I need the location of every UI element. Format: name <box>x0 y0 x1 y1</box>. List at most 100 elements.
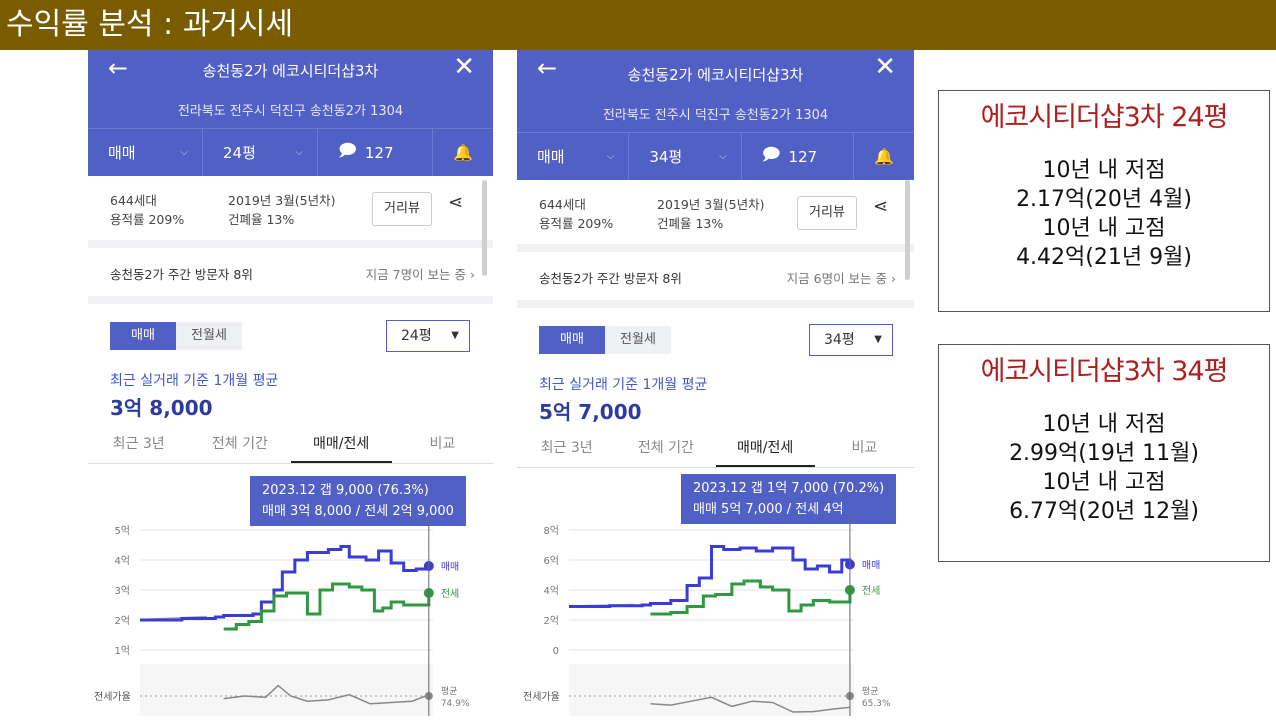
rent-series-line <box>223 582 431 631</box>
slide-title: 수익률 분석 : 과거시세 <box>0 0 1276 50</box>
phone-screen-24: ← 송천동2가 에코시티더샵3차 ✕ 전라북도 전주시 덕진구 송천동2가 13… <box>88 50 493 720</box>
viewing-now: 지금 7명이 보는 중 <box>365 267 467 282</box>
tab-all-period[interactable]: 전체 기간 <box>637 440 694 456</box>
close-icon[interactable]: ✕ <box>453 52 475 82</box>
built-date: 2019년 3월(5년차) <box>228 193 336 208</box>
visit-rank: 송천동2가 주간 방문자 8위 <box>539 271 682 286</box>
legend-rent: 전세 <box>441 588 459 600</box>
app-header: ← 송천동2가 에코시티더샵3차 ✕ 전라북도 전주시 덕진구 송천동2가 13… <box>88 50 493 176</box>
high-value: 6.77억(20년 12월) <box>1009 499 1199 524</box>
low-label: 10년 내 저점 <box>1042 158 1166 183</box>
size-label: 24평 <box>223 144 256 162</box>
size-dropdown[interactable]: 24평 ▼ <box>386 320 470 352</box>
deal-type-toggle: 매매 전월세 <box>110 322 242 350</box>
divider <box>517 244 914 252</box>
tab-all-period[interactable]: 전체 기간 <box>211 436 268 452</box>
street-view-button[interactable]: 거리뷰 <box>797 196 857 230</box>
avg-value: 3억 8,000 <box>110 396 213 420</box>
tab-buy-rent[interactable]: 매매/전세 <box>715 432 815 467</box>
avg-label: 최근 실거래 기준 1개월 평균 <box>539 377 708 393</box>
low-label: 10년 내 저점 <box>1042 412 1166 437</box>
ratio-series-line <box>650 696 851 713</box>
size-dropdown[interactable]: 34평 ▼ <box>809 324 893 356</box>
price-chart[interactable]: 02억4억6억8억전세가율201820202022매매전세평균65.3% <box>517 520 914 720</box>
comments-button[interactable]: 🗩 127 <box>318 129 433 176</box>
apt-title: 송천동2가 에코시티더샵3차 <box>627 66 804 84</box>
trade-type-select[interactable]: 매매 ⌵ <box>517 133 630 180</box>
visitor-row[interactable]: 송천동2가 주간 방문자 8위 지금 7명이 보는 중 › <box>88 248 493 296</box>
tab-compare[interactable]: 비교 <box>429 436 456 452</box>
tab-compare[interactable]: 비교 <box>851 440 878 456</box>
comment-icon: 🗩 <box>338 141 357 161</box>
notification-button[interactable]: 🔔 <box>854 133 914 180</box>
summary-card-34: 에코시티더샵3차 34평 10년 내 저점 2.99억(19년 11월) 10년… <box>938 344 1270 562</box>
complex-info: 644세대 용적률 209% 2019년 3월(5년차) 건폐율 13% 거리뷰 ⋖ <box>88 176 493 240</box>
size-label: 34평 <box>649 148 683 166</box>
notification-button[interactable]: 🔔 <box>433 129 493 176</box>
apt-title: 송천동2가 에코시티더샵3차 <box>202 62 379 80</box>
size-select[interactable]: 24평 ⌵ <box>203 129 318 176</box>
y-tick-label: 6억 <box>543 555 559 567</box>
seg-rent[interactable]: 전월세 <box>176 322 242 350</box>
back-arrow-icon[interactable]: ← <box>537 54 558 82</box>
trade-type-select[interactable]: 매매 ⌵ <box>88 129 203 176</box>
comments-button[interactable]: 🗩 127 <box>742 133 854 180</box>
seg-rent[interactable]: 전월세 <box>605 326 671 354</box>
high-label: 10년 내 고점 <box>1042 216 1166 241</box>
low-value: 2.99억(19년 11월) <box>1009 441 1199 466</box>
share-icon[interactable]: ⋖ <box>448 192 464 213</box>
ratio-series-line <box>223 684 430 705</box>
seg-buy[interactable]: 매매 <box>110 322 176 350</box>
floor-area-ratio: 용적률 209% <box>110 212 185 227</box>
rent-series-line <box>650 579 852 616</box>
bell-icon: 🔔 <box>874 147 894 166</box>
tab-recent-3y[interactable]: 최근 3년 <box>540 440 593 456</box>
tooltip-gap: 2023.12 갭 9,000 (76.3%) <box>262 483 429 498</box>
y-tick-label: 8억 <box>543 525 559 537</box>
y-tick-label: 4억 <box>543 585 559 597</box>
divider <box>517 300 914 308</box>
price-chart[interactable]: 1억2억3억4억5억전세가율201820202022매매전세평균74.9% <box>88 520 493 720</box>
scrollbar[interactable] <box>482 180 487 276</box>
size-select[interactable]: 34평 ⌵ <box>629 133 742 180</box>
chevron-right-icon: › <box>891 271 896 286</box>
close-icon[interactable]: ✕ <box>874 52 896 82</box>
low-value: 2.17억(20년 4월) <box>1016 187 1192 212</box>
households: 644세대 <box>539 197 586 212</box>
chevron-right-icon: › <box>470 267 475 282</box>
y-tick-label: 2억 <box>543 615 559 627</box>
legend-buy: 매매 <box>862 560 880 572</box>
chevron-down-icon: ⌵ <box>719 151 727 162</box>
high-label: 10년 내 고점 <box>1042 470 1166 495</box>
divider <box>88 240 493 248</box>
y-tick-label: 4억 <box>114 555 130 567</box>
buy-series-line <box>140 545 431 622</box>
phone-screen-34: ← 송천동2가 에코시티더샵3차 ✕ 전라북도 전주시 덕진구 송천동2가 13… <box>517 50 914 720</box>
visit-rank: 송천동2가 주간 방문자 8위 <box>110 267 253 282</box>
app-header: ← 송천동2가 에코시티더샵3차 ✕ 전라북도 전주시 덕진구 송천동2가 13… <box>517 50 914 180</box>
ratio-label: 전세가율 <box>523 691 560 703</box>
buy-series-line <box>569 545 852 608</box>
avg-label: 최근 실거래 기준 1개월 평균 <box>110 373 279 389</box>
trade-type-label: 매매 <box>108 144 136 162</box>
tooltip-prices: 매매 3억 8,000 / 전세 2억 9,000 <box>262 504 454 519</box>
tab-buy-rent[interactable]: 매매/전세 <box>290 428 392 463</box>
caret-down-icon: ▼ <box>874 334 882 345</box>
legend-buy: 매매 <box>441 561 459 573</box>
visitor-row[interactable]: 송천동2가 주간 방문자 8위 지금 6명이 보는 중 › <box>517 252 914 300</box>
chart-tabs: 최근 3년 전체 기간 매매/전세 비교 <box>517 432 914 468</box>
chevron-down-icon: ⌵ <box>180 147 188 158</box>
street-view-button[interactable]: 거리뷰 <box>372 192 432 226</box>
filter-bar: 매매 ⌵ 24평 ⌵ 🗩 127 🔔 <box>88 128 493 176</box>
comments-count: 127 <box>364 143 394 162</box>
summary-card-24: 에코시티더샵3차 24평 10년 내 저점 2.17억(20년 4월) 10년 … <box>938 90 1270 312</box>
tab-recent-3y[interactable]: 최근 3년 <box>112 436 165 452</box>
avg-value: 5억 7,000 <box>539 400 642 424</box>
share-icon[interactable]: ⋖ <box>873 196 889 217</box>
scrollbar[interactable] <box>905 180 910 280</box>
seg-buy[interactable]: 매매 <box>539 326 605 354</box>
viewing-now: 지금 6명이 보는 중 <box>786 271 888 286</box>
avg-ratio-label: 평균 <box>862 686 879 697</box>
y-tick-label: 0 <box>553 646 559 657</box>
back-arrow-icon[interactable]: ← <box>108 54 129 82</box>
